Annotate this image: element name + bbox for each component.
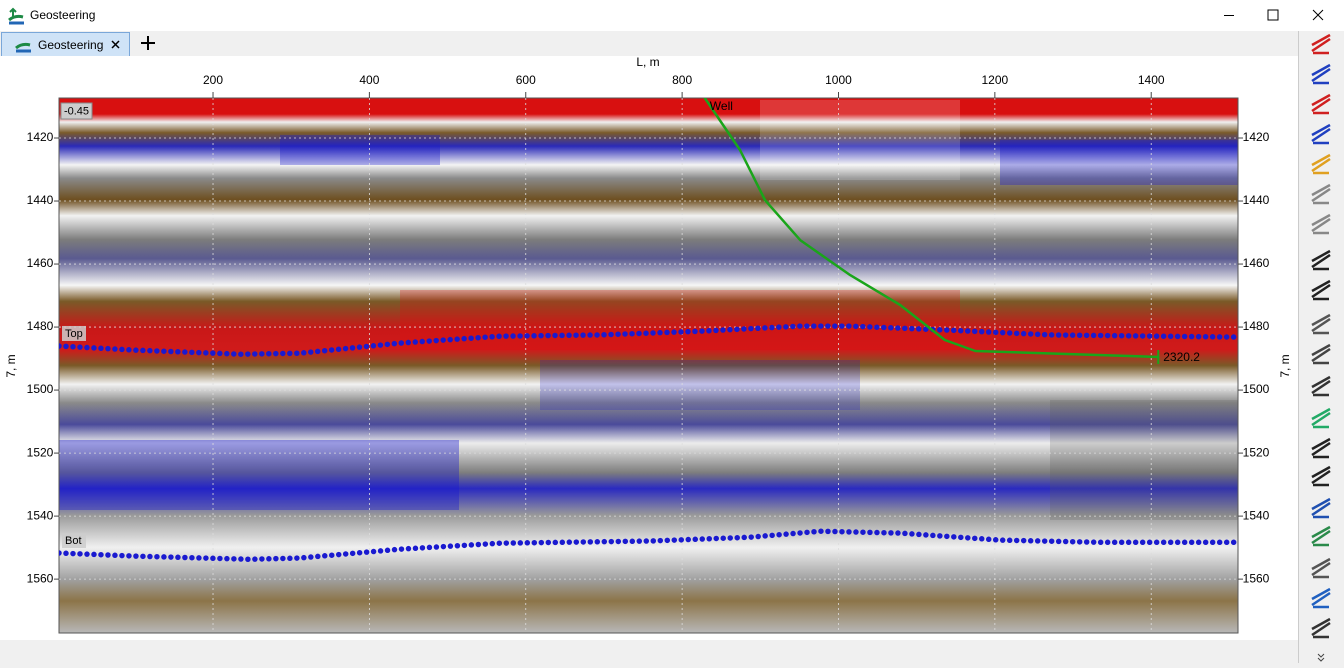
horizon-label-box bbox=[62, 532, 86, 548]
y-tick-label-right: 1420 bbox=[1243, 130, 1270, 144]
toolbar-icons bbox=[1311, 33, 1331, 662]
tool-icon bbox=[1311, 153, 1331, 175]
tab-icon bbox=[15, 42, 31, 53]
y-tick-label-right: 1480 bbox=[1243, 319, 1270, 333]
tool-icon bbox=[1311, 33, 1331, 55]
tool-icon bbox=[1311, 279, 1331, 301]
tool-icon bbox=[1311, 465, 1331, 487]
corner-label: -0.45 bbox=[64, 105, 89, 117]
y-axis-label: 7, m bbox=[4, 354, 18, 377]
tool-icon bbox=[1311, 249, 1331, 271]
x-tick-label: 800 bbox=[672, 73, 692, 87]
y-tick-label: 1460 bbox=[27, 256, 54, 270]
close[interactable] bbox=[1312, 9, 1324, 21]
tool-icon bbox=[1311, 375, 1331, 397]
y-tick-label-right: 1520 bbox=[1243, 445, 1270, 459]
y-tick-label: 1420 bbox=[27, 130, 54, 144]
tool-icon bbox=[1311, 497, 1331, 519]
window-title: Geosteering bbox=[30, 8, 96, 22]
seismic-image bbox=[59, 98, 1238, 633]
tab-bar: Geosteering bbox=[0, 31, 1298, 57]
tool-icon bbox=[1311, 407, 1331, 429]
well-label: Well bbox=[710, 99, 733, 113]
horizon-label-box bbox=[62, 325, 86, 341]
x-tick-label: 600 bbox=[516, 73, 536, 87]
y-tick-label: 1440 bbox=[27, 193, 54, 207]
add-tab[interactable] bbox=[139, 34, 157, 52]
window-controls bbox=[1224, 9, 1324, 21]
horizon-line bbox=[59, 528, 1238, 563]
tool-icon bbox=[1311, 183, 1331, 205]
title-bar: Geosteering bbox=[0, 0, 1344, 31]
plot-frame bbox=[58, 97, 1239, 634]
toolbar-more bbox=[1317, 653, 1325, 662]
seismic-texture bbox=[59, 100, 1238, 520]
x-tick-label: 200 bbox=[203, 73, 223, 87]
tab-label: Geosteering bbox=[38, 38, 104, 52]
tool-icon bbox=[1311, 587, 1331, 609]
y-tick-label: 1560 bbox=[27, 571, 54, 585]
series-layer bbox=[59, 98, 1238, 563]
well-path bbox=[703, 98, 1160, 359]
x-tick-label: 1000 bbox=[825, 73, 852, 87]
tool-icon bbox=[1311, 93, 1331, 115]
horizon-label: Top bbox=[65, 328, 83, 340]
horizon-line bbox=[59, 323, 1238, 357]
tab[interactable]: Geosteering bbox=[1, 32, 130, 56]
x-tick-label: 1400 bbox=[1138, 73, 1165, 87]
app-icon bbox=[8, 7, 24, 25]
tool-icon bbox=[1311, 343, 1331, 365]
toolbar bbox=[1298, 31, 1344, 663]
y-tick-label: 1540 bbox=[27, 508, 54, 522]
y-tick-label-right: 1440 bbox=[1243, 193, 1270, 207]
y-tick-label-right: 1460 bbox=[1243, 256, 1270, 270]
well-end-label: 2320.2 bbox=[1163, 350, 1200, 364]
x-tick-label: 400 bbox=[359, 73, 379, 87]
tool-icon bbox=[1311, 213, 1331, 235]
tool-icon bbox=[1311, 437, 1331, 459]
tool-icon bbox=[1311, 557, 1331, 579]
tool-icon bbox=[1311, 525, 1331, 547]
tool-icon bbox=[1311, 63, 1331, 85]
y-tick-label-right: 1540 bbox=[1243, 508, 1270, 522]
tab-close[interactable] bbox=[110, 39, 122, 51]
x-tick-label: 1200 bbox=[981, 73, 1008, 87]
y-tick-label: 1500 bbox=[27, 382, 54, 396]
y-axis-label-right: 7, m bbox=[1278, 354, 1292, 377]
y-tick-label: 1520 bbox=[27, 445, 54, 459]
horizon-label: Bot bbox=[65, 535, 82, 547]
chart: L, m 7, m 7, m -0.45 200 400 600 800 1000 120… bbox=[0, 56, 1298, 640]
y-tick-label-right: 1500 bbox=[1243, 382, 1270, 396]
tool-icon bbox=[1311, 313, 1331, 335]
tool-icon bbox=[1311, 123, 1331, 145]
x-axis-label: L, m bbox=[636, 56, 659, 69]
y-tick-label-right: 1560 bbox=[1243, 571, 1270, 585]
y-tick-label: 1480 bbox=[27, 319, 54, 333]
tool-icon bbox=[1311, 617, 1331, 639]
corner-label-box bbox=[60, 102, 93, 120]
maximize[interactable] bbox=[1267, 9, 1279, 21]
